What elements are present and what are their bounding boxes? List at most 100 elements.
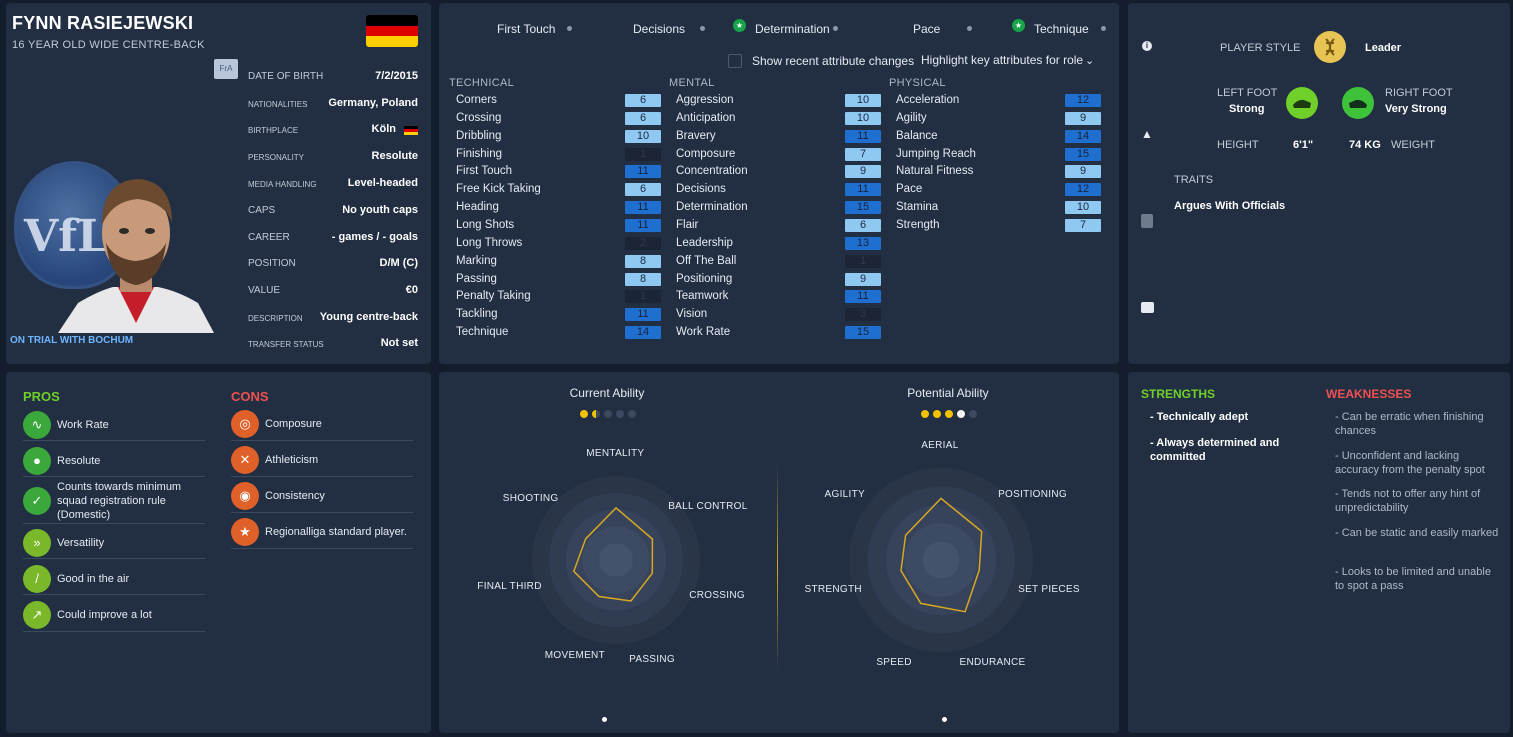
attribute-row[interactable]: Dribbling 10 [456,129,661,145]
attribute-value: 1 [625,147,661,161]
attribute-row[interactable]: Penalty Taking 1 [456,289,661,305]
attribute-row[interactable]: Crossing 6 [456,111,661,127]
con-text: Consistency [265,490,325,502]
con-item[interactable]: ✕ Athleticism [231,444,413,477]
weight-label: WEIGHT [1391,139,1435,151]
attribute-row[interactable]: Determination 15 [676,200,881,216]
pro-item[interactable]: ∿ Work Rate [23,408,205,441]
attribute-value: 1 [845,254,881,268]
attribute-row[interactable]: Long Throws 2 [456,236,661,252]
attribute-row[interactable]: Long Shots 11 [456,218,661,234]
attribute-value: 10 [625,129,661,143]
attribute-row[interactable]: Flair 6 [676,218,881,234]
chevron-down-icon[interactable]: ⌄ [1085,55,1095,67]
birthplace-flag-icon [404,126,418,135]
attribute-name: Free Kick Taking [456,183,541,196]
trait-item[interactable]: Argues With Officials [1174,200,1286,212]
key-attribute-dot-icon [700,26,705,31]
pro-item[interactable]: ↗ Could improve a lot [23,597,205,632]
attribute-row[interactable]: Agility 9 [896,111,1101,127]
key-attribute-star-icon: ★ [1012,19,1025,32]
key-attribute-label[interactable]: Decisions [633,22,686,36]
heartbeat-icon: ∿ [23,410,51,439]
attribute-value: 6 [845,218,881,232]
weaknesses-title: WEAKNESSES [1326,387,1412,401]
ability-star-icon [933,410,941,418]
pros-title: PROS [23,389,60,404]
profile-detail-row: NATIONALITIES Germany, Poland [248,96,418,112]
bell-icon[interactable]: ▲ [1141,127,1153,141]
attribute-row[interactable]: Free Kick Taking 6 [456,182,661,198]
detail-value[interactable]: Köln [371,123,396,135]
attribute-name: Tackling [456,308,498,321]
attribute-value: 7 [845,147,881,161]
attribute-value: 11 [845,183,881,197]
key-attribute-label[interactable]: First Touch [497,22,556,36]
pro-item[interactable]: » Versatility [23,526,205,559]
profile-detail-row: DATE OF BIRTH 7/2/2015 [248,69,418,85]
con-item[interactable]: ◉ Consistency [231,480,413,513]
attribute-row[interactable]: Leadership 13 [676,236,881,252]
con-item[interactable]: ◎ Composure [231,408,413,441]
attribute-row[interactable]: Pace 12 [896,182,1101,198]
detail-value[interactable]: Germany, Poland [328,97,418,109]
attribute-row[interactable]: Off The Ball 1 [676,254,881,270]
pro-item[interactable]: / Good in the air [23,562,205,595]
attribute-row[interactable]: Strength 7 [896,218,1101,234]
attribute-row[interactable]: Composure 7 [676,147,881,163]
radar-shape [900,497,983,613]
strengths-title: STRENGTHS [1141,387,1216,401]
left-radar-chart [532,476,700,644]
con-item[interactable]: ★ Regionalliga standard player. [231,516,413,549]
info-icon[interactable]: i [1142,41,1152,51]
show-recent-changes-label[interactable]: Show recent attribute changes [752,54,915,68]
attribute-row[interactable]: Work Rate 15 [676,325,881,341]
show-recent-changes-checkbox[interactable] [728,54,742,68]
trial-status-text[interactable]: ON TRIAL WITH BOCHUM [10,335,134,346]
pro-item[interactable]: ✓ Counts towards minimum squad registrati… [23,478,205,524]
key-attribute-label[interactable]: Pace [913,22,941,36]
nationality-flag[interactable] [366,15,418,47]
key-attribute-label[interactable]: Determination [755,22,830,36]
attribute-value: 1 [625,290,661,304]
medical-icon[interactable] [1141,214,1153,228]
attribute-row[interactable]: Technique 14 [456,325,661,341]
attribute-row[interactable]: Bravery 11 [676,129,881,145]
ability-star-icon [957,410,965,418]
attribute-row[interactable]: Teamwork 11 [676,289,881,305]
attribute-row[interactable]: Concentration 9 [676,164,881,180]
attribute-row[interactable]: Jumping Reach 15 [896,147,1101,163]
attribute-name: Strength [896,218,940,231]
page-dot-left[interactable] [602,717,607,722]
profile-detail-row: MEDIA HANDLING Level-headed [248,176,418,192]
attribute-row[interactable]: Decisions 11 [676,182,881,198]
current-ability-stars [580,405,640,423]
attribute-row[interactable]: Marking 8 [456,254,661,270]
briefcase-icon[interactable] [1141,302,1154,313]
page-dot-right[interactable] [942,717,947,722]
attribute-row[interactable]: Vision 3 [676,307,881,323]
profile-detail-row: CAREER - games / - goals [248,230,418,246]
attribute-row[interactable]: Aggression 10 [676,93,881,109]
attribute-row[interactable]: Positioning 9 [676,272,881,288]
attribute-row[interactable]: Stamina 10 [896,200,1101,216]
radar-axis-label: ENDURANCE [959,657,1026,669]
pro-item[interactable]: ● Resolute [23,444,205,477]
attribute-row[interactable]: Natural Fitness 9 [896,164,1101,180]
highlight-role-dropdown[interactable]: Highlight key attributes for role [921,53,1084,67]
attribute-value: 11 [845,290,881,304]
key-attribute-label[interactable]: Technique [1034,22,1089,36]
attribute-row[interactable]: Corners 6 [456,93,661,109]
attribute-row[interactable]: Finishing 1 [456,147,661,163]
ability-star-icon [592,410,600,418]
attribute-row[interactable]: Anticipation 10 [676,111,881,127]
radar-axis-label: AERIAL [921,440,959,451]
attribute-row[interactable]: Acceleration 12 [896,93,1101,109]
attribute-row[interactable]: Tackling 11 [456,307,661,323]
attribute-row[interactable]: Balance 14 [896,129,1101,145]
strengths-weaknesses-panel: STRENGTHS WEAKNESSES - Technically adept… [1128,372,1510,733]
attribute-row[interactable]: Passing 8 [456,272,661,288]
attribute-row[interactable]: First Touch 11 [456,164,661,180]
attribute-row[interactable]: Heading 11 [456,200,661,216]
ability-star-icon [921,410,929,418]
